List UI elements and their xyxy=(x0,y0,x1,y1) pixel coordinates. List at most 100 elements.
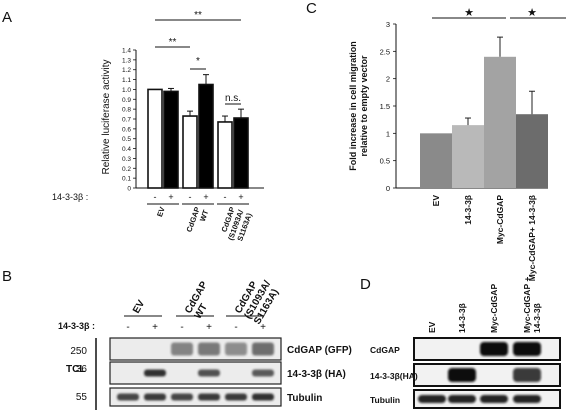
chart-a-bar xyxy=(163,90,179,189)
blot-b-band xyxy=(117,393,139,401)
chart-a-bar xyxy=(198,83,214,189)
blot-b-membrane xyxy=(109,387,282,407)
blot-b-sign: - xyxy=(126,322,129,333)
blot-d-row-label: CdGAP xyxy=(370,345,400,355)
chart-c-ytick-label: 0.5 xyxy=(380,157,390,166)
blot-d-lane-header: EV xyxy=(427,321,437,333)
blot-d-row-label: 14-3-3β(HA) xyxy=(370,371,418,381)
chart-a: Relative luciferase activity 14-3-3β : 0… xyxy=(52,10,264,245)
chart-c-category-label: Myc-CdGAP xyxy=(495,195,505,244)
blot-b-lane-header: CdGAPWT xyxy=(183,279,220,321)
blot-b-marker-250: 250 xyxy=(70,346,87,357)
chart-c: Fold increase in cell migration relative… xyxy=(348,7,566,281)
chart-a-group-label: EV xyxy=(155,206,167,218)
chart-c-ytick-label: 1 xyxy=(386,129,390,138)
chart-a-ytick-label: 0.2 xyxy=(122,166,131,173)
panel-letter-d: D xyxy=(360,276,371,293)
chart-c-ytick-label: 2 xyxy=(386,75,390,84)
chart-a-sig-label: ** xyxy=(169,37,177,48)
blot-b: 14-3-3β : TCL 250 36 55 EV CdGAPWT CdGAP(S… xyxy=(58,279,352,410)
chart-a-sig-label: ** xyxy=(194,10,202,21)
chart-a-ytick-label: 0.4 xyxy=(122,146,131,153)
blot-d-lane-header: Myc-CdGAP +14-3-3β xyxy=(522,277,542,333)
blot-b-band xyxy=(171,342,193,356)
chart-a-treatment-sign: - xyxy=(224,192,227,202)
chart-a-treatment-sign: + xyxy=(168,192,173,202)
blot-b-lane-header-line: EV xyxy=(131,298,147,315)
blot-b-sign: + xyxy=(206,322,212,333)
blot-d-band xyxy=(513,395,541,403)
chart-a-ytick-label: 1.1 xyxy=(122,77,131,84)
blot-d-band xyxy=(418,395,446,403)
chart-c-sig-label: ★ xyxy=(464,7,474,19)
chart-a-ytick-label: 0.5 xyxy=(122,136,131,143)
blot-b-band xyxy=(225,342,247,356)
chart-a-group-label: CdGAPWT xyxy=(184,205,210,236)
blot-b-marker-55: 55 xyxy=(76,392,88,403)
chart-a-treatment-sign: + xyxy=(238,192,243,202)
blot-b-band xyxy=(225,393,247,401)
chart-c-category-label: 14-3-3β xyxy=(463,195,473,225)
chart-a-ytick-label: 1.2 xyxy=(122,67,131,74)
blot-b-band xyxy=(144,393,166,401)
chart-a-ytick-label: 1.3 xyxy=(122,57,131,64)
blot-d-band xyxy=(513,342,541,356)
chart-c-bar xyxy=(516,114,548,188)
chart-c-category-label: EV xyxy=(431,195,441,207)
chart-a-bar xyxy=(182,115,198,189)
chart-c-ytick-label: 1.5 xyxy=(380,102,390,111)
blot-b-sign: + xyxy=(260,322,266,333)
chart-a-ytick-label: 0.6 xyxy=(122,126,131,133)
chart-a-sig-label: n.s. xyxy=(225,93,241,104)
blot-b-band xyxy=(198,342,220,356)
chart-a-treatment-sign: - xyxy=(154,192,157,202)
blot-d-band xyxy=(448,368,476,382)
chart-c-bar xyxy=(452,125,484,188)
chart-a-ytick-label: 0.1 xyxy=(122,176,131,183)
chart-a-ytick-label: 1.0 xyxy=(122,87,131,94)
blot-d-row-label: Tubulin xyxy=(370,395,400,405)
blot-b-membrane xyxy=(109,361,282,385)
chart-a-sig-label: * xyxy=(196,56,200,67)
chart-a-ytick-label: 0.3 xyxy=(122,156,131,163)
panel-letter-a: A xyxy=(2,9,12,26)
chart-a-treatment-sign: + xyxy=(203,192,208,202)
chart-c-ytick-label: 2.5 xyxy=(380,47,390,56)
blot-b-row-label: 14-3-3β (HA) xyxy=(287,369,346,380)
blot-d-band xyxy=(480,342,508,356)
blot-d-band xyxy=(448,395,476,403)
panel-letter-b: B xyxy=(2,268,12,285)
chart-a-ytick-label: 0.9 xyxy=(122,97,131,104)
chart-a-bar xyxy=(147,88,163,189)
chart-a-treatment-sign: - xyxy=(189,192,192,202)
chart-c-category-label: Myc-CdGAP+ 14-3-3β xyxy=(527,195,537,281)
chart-a-bar xyxy=(217,121,233,189)
chart-c-ytick-label: 3 xyxy=(386,20,390,29)
blot-d-lane-header-line: 14-3-3β xyxy=(532,303,542,333)
chart-a-ylabel: Relative luciferase activity xyxy=(101,59,112,174)
chart-c-bar xyxy=(484,56,516,188)
blot-d-lane-header-line: Myc-CdGAP + xyxy=(522,277,532,333)
blot-b-band xyxy=(252,342,274,356)
chart-a-group-label-line: EV xyxy=(155,206,167,218)
blot-b-lane-header: EV xyxy=(131,298,147,315)
blot-b-band xyxy=(252,369,274,377)
blot-b-band xyxy=(252,393,274,401)
chart-a-ytick-label: 0 xyxy=(127,186,131,193)
blot-b-sign: - xyxy=(180,322,183,333)
blot-d-lane-header: 14-3-3β xyxy=(457,303,467,333)
chart-a-ytick-label: 0.8 xyxy=(122,107,131,114)
chart-c-ylabel-line1: Fold increase in cell migration xyxy=(348,41,358,171)
blot-b-band xyxy=(198,393,220,401)
blot-d-band xyxy=(480,395,508,403)
chart-c-bar xyxy=(420,133,452,188)
chart-a-bar xyxy=(233,117,249,189)
blot-b-marker-36: 36 xyxy=(76,364,88,375)
chart-a-treatment-label: 14-3-3β : xyxy=(52,192,88,202)
blot-b-side-label: TCL xyxy=(66,364,85,375)
blot-b-row-label: CdGAP (GFP) xyxy=(287,345,352,356)
blot-d-lane-header: Myc-CdGAP xyxy=(489,284,499,333)
blot-b-sign: - xyxy=(234,322,237,333)
chart-a-group-label: CdGAP(S1093A/S1163A) xyxy=(218,205,255,245)
